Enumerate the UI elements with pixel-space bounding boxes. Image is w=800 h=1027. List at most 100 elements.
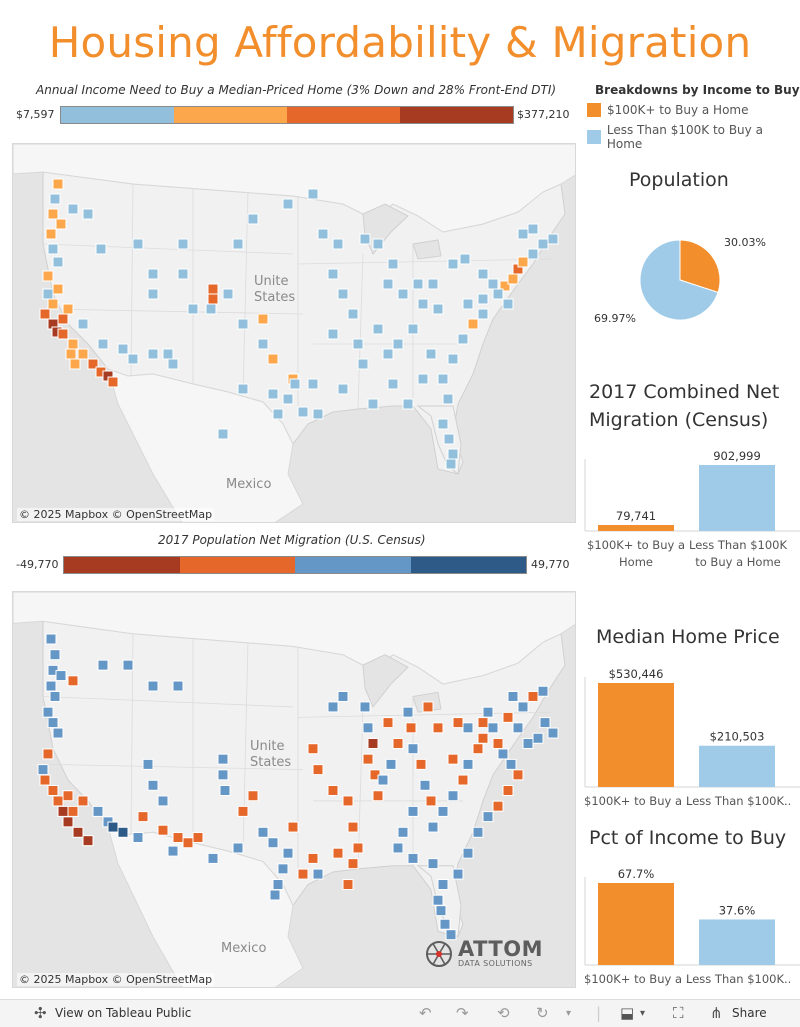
map-label-mexico: Mexico [226,477,272,492]
metro-marker [417,298,429,310]
metro-marker [327,785,339,796]
metro-marker [237,805,249,817]
metro-marker [272,879,284,891]
pie-slice-label: 69.97% [594,312,636,325]
metro-marker [487,278,499,290]
metro-marker [357,358,369,370]
metro-marker [512,722,524,734]
breakdown-item-less-100k[interactable]: Less Than $100K to Buy a Home [587,123,800,151]
metro-marker [132,832,144,844]
bar[interactable] [699,919,775,965]
pie-slice-label: 30.03% [724,236,766,249]
metro-marker [282,847,294,859]
metro-marker [52,178,64,190]
breakdown-item-100k-plus[interactable]: $100K+ to Buy a Home [587,103,749,117]
metro-marker [122,659,134,671]
migration-legend-min: -49,770 [16,558,59,571]
bar[interactable] [598,525,674,531]
metro-marker [362,722,374,734]
metro-marker [39,774,51,786]
bar-category-label: $100K+ to Buy a ... [584,972,688,986]
metro-marker [397,288,409,300]
bar[interactable] [598,683,674,787]
redo-icon[interactable]: ↷ [456,1004,469,1022]
metro-marker [517,701,529,713]
net-migration-title: 2017 Combined Net Migration (Census) [589,381,780,431]
metro-marker [55,218,67,230]
metro-marker [447,353,459,365]
metro-marker [42,706,54,718]
download-icon[interactable]: ⬓ [620,1004,635,1022]
metro-marker [167,845,179,857]
metro-marker [147,779,159,791]
bar[interactable] [598,883,674,965]
metro-marker [382,278,394,290]
migration-legend-max: 49,770 [531,558,570,571]
metro-marker [42,748,54,760]
revert-icon[interactable]: ⟲ [497,1004,510,1022]
breakdown-label: Less Than $100K to Buy a Home [606,123,763,151]
migration-legend-caption: 2017 Population Net Migration (U.S. Cens… [158,533,426,547]
metro-marker [67,675,79,687]
bar[interactable] [699,465,775,531]
metro-marker [142,758,154,770]
map-attribution[interactable]: © 2025 Mapbox © OpenStreetMap [17,508,215,521]
refresh-dropdown-icon[interactable]: ▾ [566,1008,572,1019]
population-pie-chart: 30.03% 69.97% [590,230,800,330]
refresh-icon[interactable]: ↻ [536,1004,549,1022]
metro-marker [297,406,309,418]
metro-marker [45,228,57,240]
dashboard-title: Housing Affordability & Migration [48,18,752,67]
metro-marker [257,338,269,350]
metro-marker [205,303,217,315]
metro-marker [247,213,259,225]
metro-marker [57,328,69,340]
undo-icon[interactable]: ↶ [419,1004,432,1022]
migration-ramp-segment-2 [179,557,295,573]
income-map[interactable]: Unite States Mexico © 2025 Mapbox © Open… [12,143,576,523]
metro-marker [267,837,279,849]
metro-marker [47,208,59,220]
fullscreen-icon[interactable]: ⛶ [673,1004,684,1022]
attom-logo: ATTOM DATA SOLUTIONS [424,937,564,971]
map-canada [13,144,575,233]
metro-marker [467,318,479,330]
metro-marker [269,889,281,901]
metro-marker [517,228,529,240]
pie-slice[interactable] [679,239,721,294]
map-state-border [357,706,364,869]
share-button[interactable]: Share [732,1006,767,1020]
pie-slice[interactable] [639,239,719,321]
metro-marker [187,303,199,315]
metro-marker [437,879,449,891]
metro-marker [52,727,64,739]
metro-marker [477,308,489,320]
metro-marker [425,795,437,807]
income-map-canvas[interactable] [13,144,576,523]
bar-category-label: Less Than $100K to Buy a Home [688,538,788,569]
migration-map-canvas[interactable] [13,592,576,988]
metro-marker [422,701,434,713]
share-icon[interactable]: ⋔ [710,1004,723,1022]
metro-marker [42,270,54,282]
metro-marker [92,805,104,817]
view-on-tableau-public-link[interactable]: View on Tableau Public [55,1006,192,1020]
metro-marker [385,758,397,770]
population-title: Population [629,169,729,191]
metro-marker [327,328,339,340]
metro-marker [402,398,414,410]
metro-marker [62,816,74,828]
map-attribution[interactable]: © 2025 Mapbox © OpenStreetMap [17,973,215,986]
metro-marker [217,753,229,765]
metro-marker [397,826,409,838]
toolbar-divider: | [596,1004,602,1022]
metro-marker [392,338,404,350]
metro-marker [539,717,551,729]
bar[interactable] [699,745,775,787]
metro-marker [347,308,359,320]
metro-marker [407,805,419,817]
metro-marker [382,348,394,360]
migration-map[interactable]: Unite States Mexico © 2025 Mapbox © Open… [12,591,576,988]
metro-marker [477,293,489,305]
download-dropdown-icon[interactable]: ▾ [640,1008,646,1019]
